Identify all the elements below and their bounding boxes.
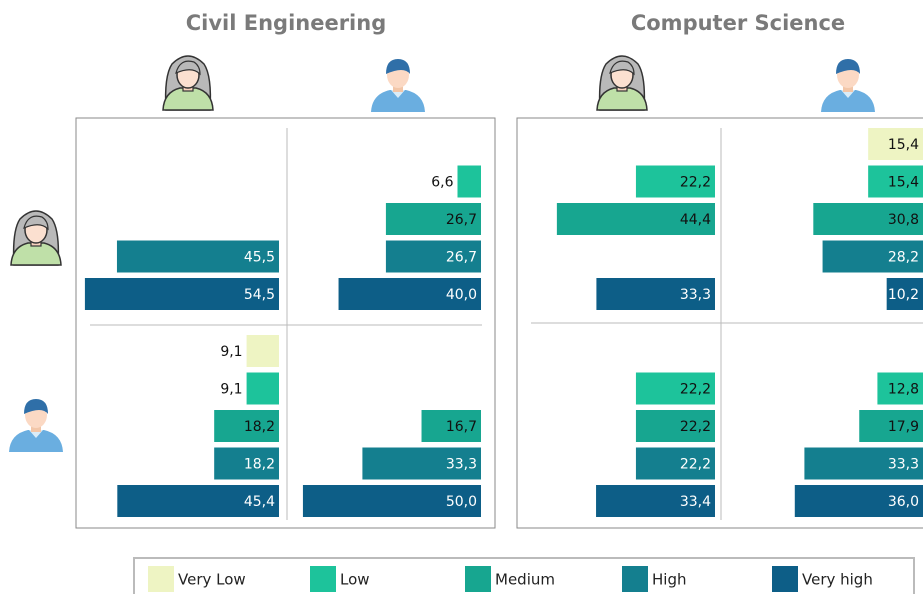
legend-swatch bbox=[772, 566, 798, 592]
bar bbox=[385, 240, 481, 273]
legend-label: Low bbox=[340, 571, 370, 589]
value-label: 50,0 bbox=[446, 494, 477, 510]
value-label: 18,2 bbox=[244, 419, 275, 435]
legend-swatch bbox=[310, 566, 336, 592]
bar bbox=[804, 447, 923, 480]
bar bbox=[886, 278, 923, 310]
value-label: 54,5 bbox=[244, 287, 275, 303]
value-label: 22,2 bbox=[680, 382, 711, 398]
value-label: 33,3 bbox=[446, 457, 477, 473]
bar bbox=[338, 278, 481, 310]
bar bbox=[385, 203, 481, 235]
panel-frame bbox=[75, 117, 496, 529]
bar bbox=[794, 485, 923, 517]
panel-title: Computer Science bbox=[631, 11, 845, 35]
value-label: 36,0 bbox=[888, 494, 919, 510]
bar bbox=[596, 278, 715, 310]
value-label: 45,5 bbox=[244, 250, 275, 266]
value-label: 28,2 bbox=[888, 250, 919, 266]
bar bbox=[362, 447, 481, 480]
value-label: 45,4 bbox=[244, 494, 275, 510]
legend-label: Very Low bbox=[178, 571, 246, 589]
value-label: 15,4 bbox=[888, 175, 919, 191]
bar bbox=[877, 372, 923, 405]
value-label: 6,6 bbox=[431, 175, 453, 191]
bar bbox=[596, 485, 715, 517]
value-label: 44,4 bbox=[680, 212, 711, 228]
value-label: 22,2 bbox=[680, 457, 711, 473]
legend-swatch bbox=[465, 566, 491, 592]
bar bbox=[635, 372, 715, 405]
legend-label: Medium bbox=[495, 571, 555, 589]
bar bbox=[84, 278, 280, 310]
bar bbox=[813, 203, 923, 235]
bar bbox=[457, 165, 481, 198]
value-label: 17,9 bbox=[888, 419, 919, 435]
panel-title: Civil Engineering bbox=[186, 11, 387, 35]
value-label: 33,3 bbox=[888, 457, 919, 473]
bar bbox=[214, 447, 279, 480]
bar bbox=[116, 240, 279, 273]
bar bbox=[868, 128, 923, 160]
legend-label: High bbox=[652, 571, 686, 589]
bar bbox=[868, 165, 923, 198]
bar bbox=[117, 485, 279, 517]
value-label: 10,2 bbox=[888, 287, 919, 303]
value-label: 9,1 bbox=[220, 344, 242, 360]
bar bbox=[246, 372, 279, 405]
value-label: 30,8 bbox=[888, 212, 919, 228]
value-label: 12,8 bbox=[888, 382, 919, 398]
bar bbox=[635, 410, 715, 442]
value-label: 16,7 bbox=[446, 419, 477, 435]
bar bbox=[859, 410, 923, 442]
value-label: 33,4 bbox=[680, 494, 711, 510]
value-label: 40,0 bbox=[446, 287, 477, 303]
legend-swatch bbox=[622, 566, 648, 592]
bar bbox=[302, 485, 481, 517]
value-label: 15,4 bbox=[888, 137, 919, 153]
bar bbox=[635, 447, 715, 480]
bar bbox=[214, 410, 279, 442]
bar bbox=[556, 203, 715, 235]
panel-frame bbox=[516, 117, 923, 529]
value-label: 9,1 bbox=[220, 382, 242, 398]
value-label: 18,2 bbox=[244, 457, 275, 473]
value-label: 26,7 bbox=[446, 250, 477, 266]
value-label: 22,2 bbox=[680, 419, 711, 435]
bar bbox=[246, 335, 279, 367]
value-label: 26,7 bbox=[446, 212, 477, 228]
bar bbox=[421, 410, 481, 442]
bar bbox=[822, 240, 923, 273]
bar bbox=[635, 165, 715, 198]
value-label: 22,2 bbox=[680, 175, 711, 191]
legend-label: Very high bbox=[802, 571, 873, 589]
legend-swatch bbox=[148, 566, 174, 592]
value-label: 33,3 bbox=[680, 287, 711, 303]
